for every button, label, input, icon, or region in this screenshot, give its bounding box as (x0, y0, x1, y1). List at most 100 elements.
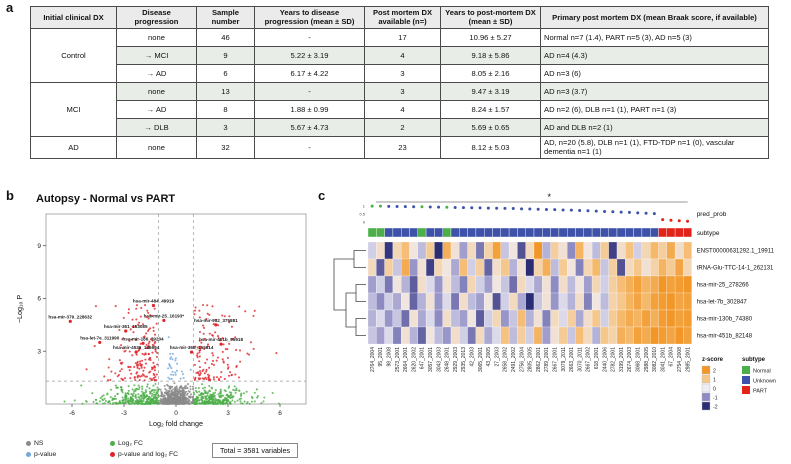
subtype-cell (475, 227, 485, 238)
labeled-point (124, 329, 128, 333)
heatmap-cell (550, 275, 560, 294)
heatmap-cell (575, 292, 585, 311)
sample-number-cell: 3 (196, 117, 255, 137)
pred-prob-dot (636, 211, 640, 215)
col-label: 42_2003 (469, 347, 475, 367)
years-postmortem-cell: 9.47 ± 3.19 (440, 81, 541, 101)
primary-dx-cell: Normal n=7 (1.4), PART n=5 (3), AD n=5 (… (540, 27, 769, 47)
column-header: Sample number (196, 6, 255, 29)
heatmap-cell (483, 241, 493, 260)
row-label: hsa-mir-130b_74380 (697, 317, 753, 323)
heatmap-cell (425, 241, 435, 260)
x-tick-label: 3 (226, 410, 230, 417)
heatmap-cell (633, 292, 643, 311)
heatmap-cell (683, 241, 692, 260)
heatmap-cell (641, 241, 651, 260)
labeled-point (141, 341, 145, 345)
pred-prob-dot (495, 206, 499, 210)
heatmap-cell (400, 326, 410, 345)
heatmap-cell (425, 292, 435, 311)
heatmap-col-labels: 2764_2004 95_2001 98_2008 2573_2001 2664_200… (370, 347, 691, 372)
labeled-point (214, 323, 218, 327)
heatmap-cell (533, 258, 543, 277)
heatmap-cell (608, 275, 618, 294)
heatmap-cell (376, 241, 385, 260)
heatmap-cell (616, 326, 626, 345)
heatmap-cell (492, 258, 502, 277)
heatmap-cell (525, 258, 535, 277)
heatmap-cell (658, 309, 668, 328)
heatmap-cell (367, 292, 377, 311)
col-label: 2756_2004 (519, 347, 525, 372)
legend-dot-icon (26, 441, 31, 446)
heatmap-cell (517, 326, 526, 345)
heatmap-cell (600, 241, 609, 260)
legend-item: p-value and log₂ FC (110, 449, 260, 460)
heatmap-cell (525, 241, 535, 260)
heatmap-cell (683, 275, 692, 294)
pred-prob-dot (461, 206, 465, 210)
pred-prob-dot (378, 204, 382, 208)
column-header: Years to post-mortem DX (mean ± SD) (440, 6, 541, 29)
pm-available-cell: 23 (364, 135, 441, 159)
row-label: hsa-let-7b_302847 (697, 300, 748, 306)
legend-label: p-value and log₂ FC (118, 451, 179, 458)
heatmap-cell (583, 309, 593, 328)
zscore-swatch (701, 374, 711, 384)
zscore-legend-title: z-score (702, 357, 724, 363)
total-variables-box: Total = 3581 variables (212, 443, 299, 458)
pred-prob-dot (453, 205, 457, 209)
zscore-swatch (701, 392, 711, 402)
pm-available-cell: 3 (364, 81, 441, 101)
subtype-cell (467, 227, 477, 238)
pred-prob-dot (686, 219, 690, 223)
heatmap-cell (500, 258, 510, 277)
pred-prob-dot (420, 205, 424, 209)
years-postmortem-cell: 8.12 ± 5.03 (440, 135, 541, 159)
heatmap-cell (467, 241, 477, 260)
subtype-cell (367, 227, 377, 238)
heatmap-cell (533, 275, 543, 294)
heatmap-cell (583, 275, 593, 294)
pred-prob-dot (528, 207, 532, 211)
heatmap-cell (566, 326, 576, 345)
heatmap-cell (483, 326, 493, 345)
primary-dx-cell: AD, n=20 (5.8), DLB n=1 (1), FTD-TDP n=1… (540, 135, 769, 159)
col-label: 3041_2001 (660, 347, 666, 372)
heatmap-cell (650, 258, 659, 277)
subtype-cell (500, 227, 510, 238)
heatmap-cell (658, 326, 668, 345)
heatmap-cell (650, 309, 659, 328)
heatmap-cell (566, 292, 576, 311)
heatmap-cell (608, 258, 618, 277)
pred-prob-row: 1 0.5 0 pred_prob (359, 204, 726, 225)
subtype-cell (600, 227, 609, 238)
pred-prob-dot (486, 206, 490, 210)
col-label: 3068_2001 (635, 347, 641, 372)
heatmap-cell (517, 241, 526, 260)
zscore-tick-label: 1 (713, 378, 716, 384)
legend-dot-icon (110, 441, 115, 446)
legend-dot-icon (110, 452, 115, 457)
subtype-cell (450, 227, 460, 238)
zscore-tick-label: -2 (713, 405, 718, 411)
subtype-cell (558, 227, 568, 238)
heatmap-cell (591, 241, 601, 260)
heatmap-cell (483, 309, 493, 328)
legend-label: NS (34, 440, 44, 447)
clinical-table-body: Control none 46-17 10.96 ± 5.27 Normal n=7 (… (30, 27, 769, 159)
heatmap-cell (533, 326, 543, 345)
col-label: 647_2001 (420, 347, 426, 369)
table-row: → AD 6 6.17 ± 4.22 3 8.05 ± 2.16 AD n=3 (6) (31, 63, 769, 83)
zscore-swatch (701, 401, 711, 411)
primary-dx-cell: AD n=3 (3.7) (540, 81, 769, 101)
heatmap-cell (616, 292, 626, 311)
column-header: Years to disease progression (mean ± SD) (254, 6, 365, 29)
years-progression-cell: 5.67 ± 4.73 (254, 117, 365, 137)
table-row: → DLB 3 5.67 ± 4.73 2 5.69 ± 0.65 AD and DLB … (31, 117, 769, 137)
heatmap-cell (492, 292, 502, 311)
primary-dx-cell: AD n=4 (4.3) (540, 45, 769, 65)
legend-item: Log₂ FC (110, 438, 260, 449)
heatmap-cell (591, 292, 601, 311)
heatmap-cell (400, 292, 410, 311)
